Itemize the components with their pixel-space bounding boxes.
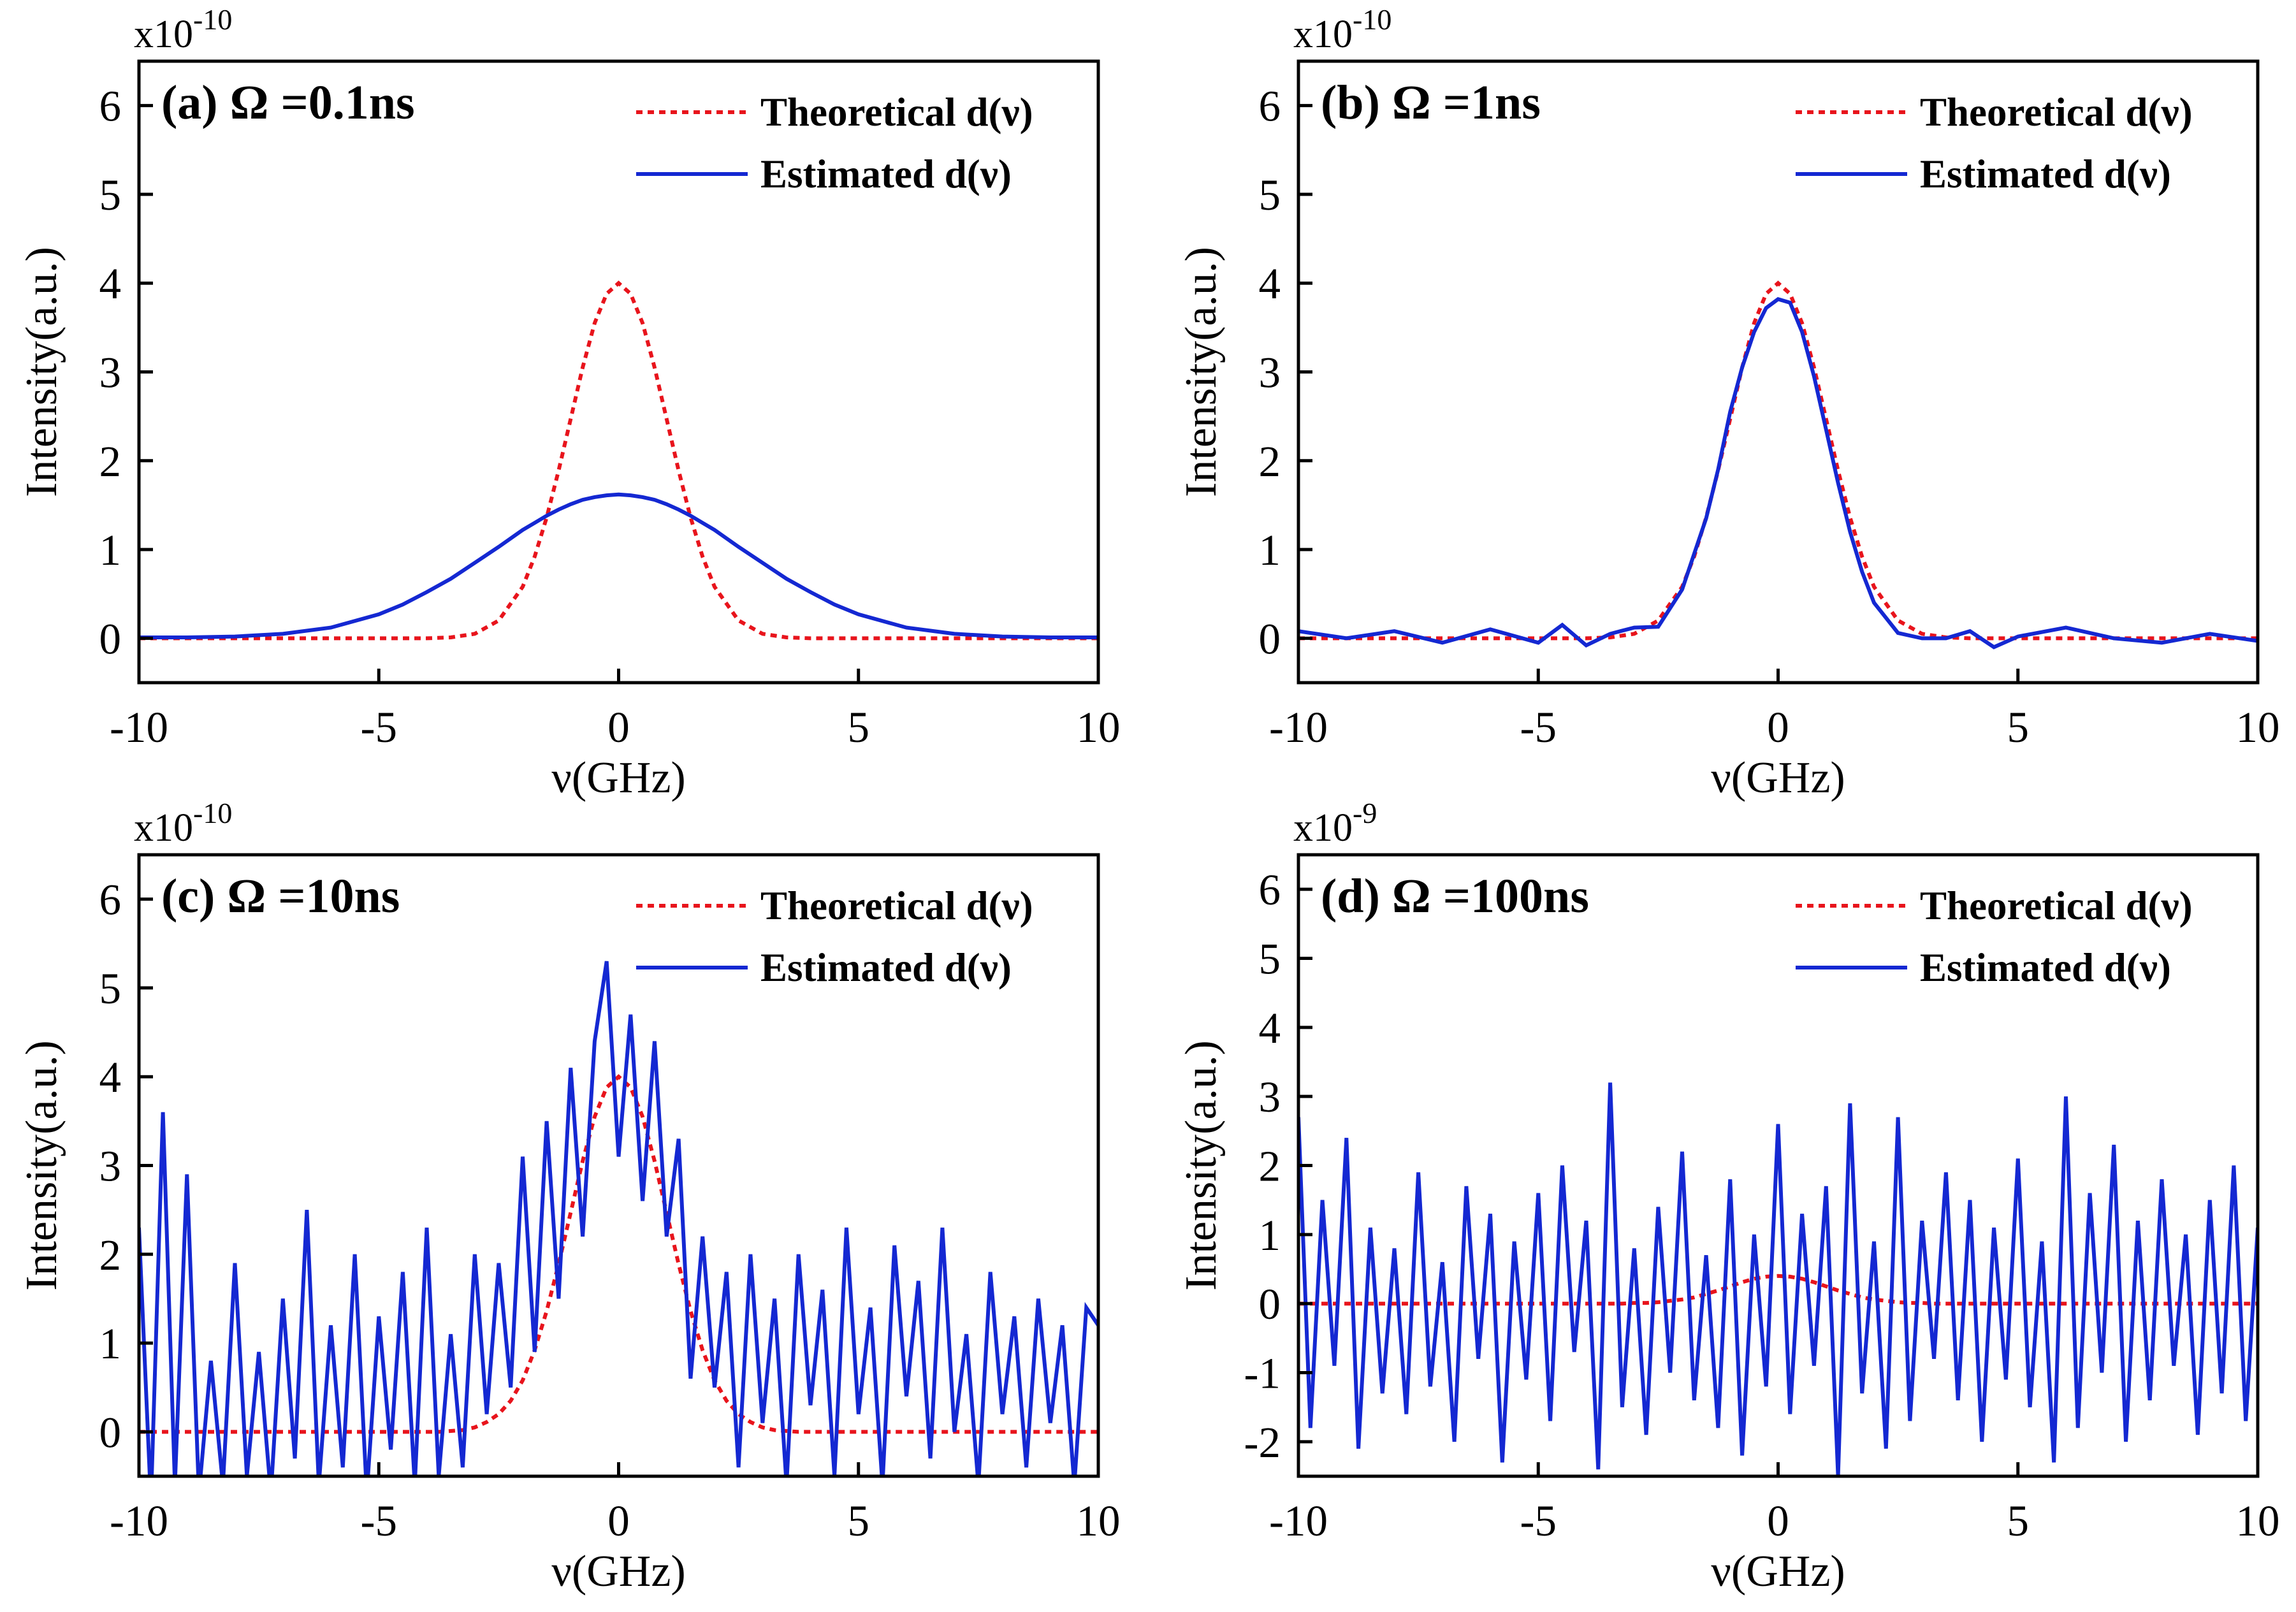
panel-title: (c) Ω =10ns	[161, 869, 400, 923]
x-axis-label: ν(GHz)	[1711, 753, 1845, 802]
x-tick-label: -10	[1269, 703, 1328, 752]
y-tick-label: 2	[1259, 437, 1281, 486]
y-tick-label: 0	[1259, 614, 1281, 663]
x-tick-label: 5	[848, 703, 870, 752]
series-line	[139, 492, 1098, 639]
y-tick-label: 6	[99, 876, 122, 924]
x-tick-label: 0	[607, 1497, 630, 1545]
y-tick-label: 6	[1259, 866, 1281, 914]
series-line	[139, 280, 1098, 641]
y-tick-label: 1	[1259, 526, 1281, 574]
y-tick-label: 1	[1259, 1211, 1281, 1260]
y-tick-label: 3	[1259, 349, 1281, 397]
legend-label: Theoretical d(ν)	[760, 883, 1033, 928]
y-tick-label: 0	[99, 614, 122, 663]
legend-label: Theoretical d(ν)	[760, 90, 1033, 134]
y-tick-label: 4	[1259, 259, 1281, 308]
y-tick-label: 5	[1259, 171, 1281, 219]
multiplier-base: x10	[1293, 806, 1353, 850]
y-multiplier: x10-10	[1293, 3, 1391, 56]
x-tick-label: -10	[110, 1497, 168, 1545]
legend-label: Estimated d(ν)	[1920, 945, 2171, 990]
x-tick-label: -5	[361, 1497, 397, 1545]
legend-label: Estimated d(ν)	[760, 945, 1012, 990]
x-tick-label: 10	[2236, 1497, 2280, 1545]
y-tick-label: 6	[1259, 82, 1281, 131]
series-line	[139, 961, 1098, 1476]
y-tick-label: 6	[99, 82, 122, 131]
y-tick-label: -1	[1244, 1349, 1281, 1398]
x-tick-label: -10	[1269, 1497, 1328, 1545]
x-tick-label: 0	[607, 703, 630, 752]
y-multiplier: x10-9	[1293, 797, 1377, 850]
x-tick-label: 10	[2236, 703, 2280, 752]
x-axis-label: ν(GHz)	[551, 753, 685, 802]
panel-title: (d) Ω =100ns	[1321, 869, 1589, 923]
panel-title: (b) Ω =1ns	[1321, 76, 1541, 129]
panel: -10 -5 0 5 10 0 1 2 3 4 5 6 ν(GHz) Intensity(a.u.) x10…	[17, 797, 1121, 1596]
multiplier-exponent: -10	[193, 797, 232, 829]
panel: -10 -5 0 5 10-2-10123456ν(GHz)Intensity(a.u.…	[1177, 797, 2280, 1596]
multiplier-exponent: -10	[193, 3, 232, 36]
y-tick-label: -2	[1244, 1418, 1281, 1467]
y-tick-label: 5	[99, 171, 122, 219]
legend-label: Theoretical d(ν)	[1920, 90, 2193, 134]
multiplier-base: x10	[134, 806, 193, 850]
x-tick-label: 5	[2007, 703, 2030, 752]
y-axis-label: Intensity(a.u.)	[1177, 247, 1226, 497]
y-tick-label: 3	[99, 1142, 122, 1191]
x-tick-label: 5	[2007, 1497, 2030, 1545]
x-tick-label: 0	[1767, 1497, 1789, 1545]
panel: -10 -5 0 5 10 0 1 2 3 4 5 6 ν(GHz) Intensity(a.u.) x10…	[17, 3, 1121, 802]
y-tick-label: 3	[99, 349, 122, 397]
legend-label: Estimated d(ν)	[1920, 152, 2171, 196]
x-axis-label: ν(GHz)	[551, 1547, 685, 1596]
y-tick-label: 0	[1259, 1280, 1281, 1328]
y-tick-label: 1	[99, 1319, 122, 1368]
y-tick-label: 1	[99, 526, 122, 574]
x-axis-label: ν(GHz)	[1711, 1547, 1845, 1596]
y-multiplier: x10-10	[134, 3, 232, 56]
multiplier-exponent: -10	[1353, 3, 1391, 36]
x-tick-label: 10	[1077, 1497, 1121, 1545]
x-tick-label: -5	[1520, 1497, 1557, 1545]
x-tick-label: -5	[1520, 703, 1557, 752]
y-tick-label: 4	[1259, 1004, 1281, 1052]
x-tick-label: -10	[110, 703, 168, 752]
y-tick-label: 4	[99, 259, 122, 308]
y-tick-label: 5	[1259, 935, 1281, 984]
panel-title: (a) Ω =0.1ns	[161, 76, 415, 129]
series-line	[1298, 280, 2258, 641]
y-multiplier: x10-10	[134, 797, 232, 850]
y-tick-label: 5	[99, 964, 122, 1013]
multiplier-exponent: -9	[1353, 797, 1377, 829]
series-line	[139, 1074, 1098, 1434]
multiplier-base: x10	[1293, 13, 1353, 56]
y-axis-label: Intensity(a.u.)	[17, 1040, 66, 1291]
legend-label: Estimated d(ν)	[760, 152, 1012, 196]
multiplier-base: x10	[134, 13, 193, 56]
y-axis-label: Intensity(a.u.)	[17, 247, 66, 497]
panel: -10 -5 0 5 10 0 1 2 3 4 5 6 ν(GHz) Intensity(a.u.) x10…	[1177, 3, 2280, 802]
x-tick-label: 10	[1077, 703, 1121, 752]
y-tick-label: 2	[99, 1231, 122, 1279]
y-tick-label: 2	[1259, 1142, 1281, 1191]
x-tick-label: 5	[848, 1497, 870, 1545]
y-tick-label: 0	[99, 1408, 122, 1456]
x-tick-label: -5	[361, 703, 397, 752]
y-tick-label: 4	[99, 1053, 122, 1101]
series-line	[1298, 296, 2258, 650]
y-axis-label: Intensity(a.u.)	[1177, 1040, 1226, 1291]
series-line	[1298, 1082, 2258, 1476]
legend-label: Theoretical d(ν)	[1920, 883, 2193, 928]
x-tick-label: 0	[1767, 703, 1789, 752]
y-tick-label: 3	[1259, 1073, 1281, 1121]
y-tick-label: 2	[99, 437, 122, 486]
